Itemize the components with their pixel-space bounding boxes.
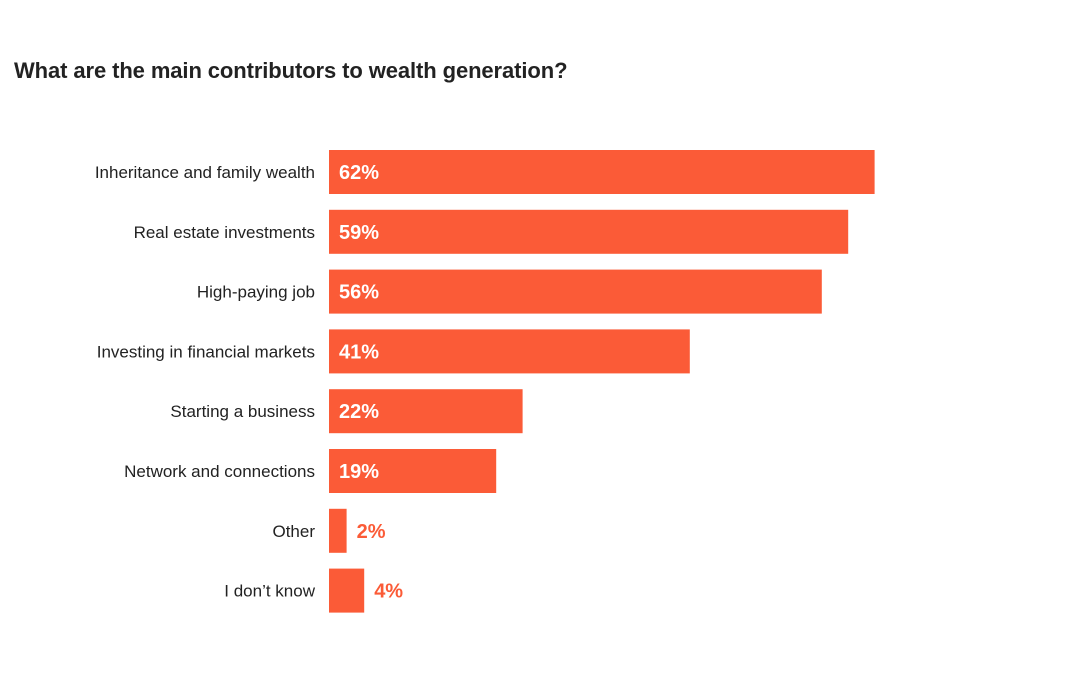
chart-title: What are the main contributors to wealth… [14,58,568,83]
value-label: 4% [374,581,403,603]
category-label: Inheritance and family wealth [95,163,315,182]
bar [329,568,365,613]
bar [329,150,875,194]
category-label: Investing in financial markets [97,342,315,361]
category-label: Network and connections [124,462,315,481]
value-label: 59% [339,222,379,244]
bar [329,389,523,434]
value-label: 62% [339,162,379,184]
value-label: 19% [339,461,379,483]
bar [329,209,849,254]
value-label: 56% [339,282,379,304]
bar [329,329,690,374]
category-label: Starting a business [170,402,315,421]
category-label: High-paying job [197,283,315,302]
value-label: 2% [357,521,386,543]
category-label: Real estate investments [134,223,315,242]
value-label: 22% [339,401,379,423]
bar [329,508,347,553]
value-label: 41% [339,341,379,363]
bar [329,269,822,314]
category-label: Other [272,522,315,541]
category-label: I don’t know [224,582,315,601]
bar [329,449,497,493]
